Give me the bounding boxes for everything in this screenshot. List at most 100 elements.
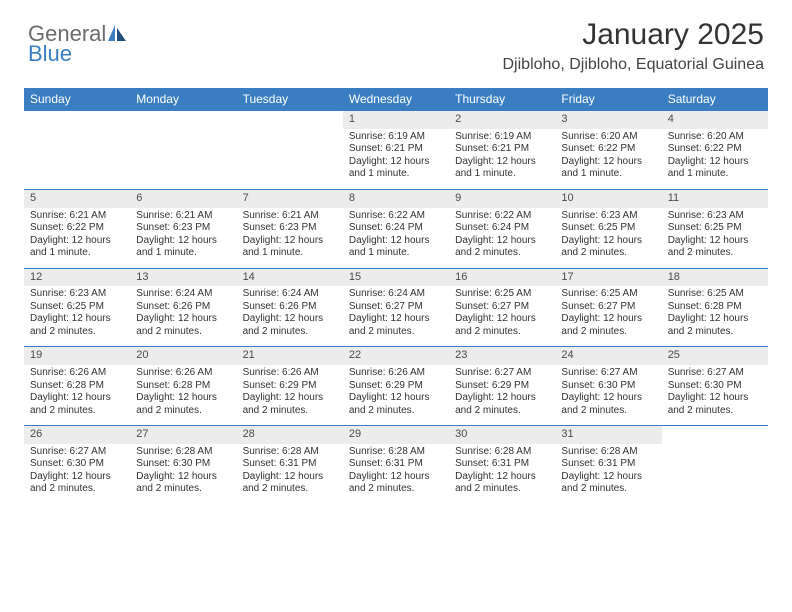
sunrise-text: Sunrise: 6:21 AM	[243, 210, 337, 223]
sunrise-text: Sunrise: 6:26 AM	[136, 367, 230, 380]
sunset-text: Sunset: 6:23 PM	[136, 222, 230, 235]
daylight-text: Daylight: 12 hours and 2 minutes.	[455, 235, 549, 260]
sunrise-text: Sunrise: 6:19 AM	[349, 131, 443, 144]
day-details-cell: Sunrise: 6:26 AMSunset: 6:29 PMDaylight:…	[237, 365, 343, 426]
day-details-cell: Sunrise: 6:28 AMSunset: 6:31 PMDaylight:…	[449, 444, 555, 504]
day-number-cell: 18	[662, 268, 768, 286]
day-number-row: 262728293031	[24, 426, 768, 444]
weekday-header: Monday	[130, 88, 236, 111]
daylight-text: Daylight: 12 hours and 2 minutes.	[561, 471, 655, 496]
day-details-row: Sunrise: 6:21 AMSunset: 6:22 PMDaylight:…	[24, 208, 768, 269]
day-number-cell: 5	[24, 189, 130, 207]
day-details-cell: Sunrise: 6:26 AMSunset: 6:29 PMDaylight:…	[343, 365, 449, 426]
day-details-row: Sunrise: 6:19 AMSunset: 6:21 PMDaylight:…	[24, 129, 768, 190]
sail-icon	[108, 25, 128, 41]
sunset-text: Sunset: 6:22 PM	[668, 143, 762, 156]
day-number-cell: 29	[343, 426, 449, 444]
sunrise-text: Sunrise: 6:27 AM	[668, 367, 762, 380]
sunset-text: Sunset: 6:29 PM	[243, 380, 337, 393]
day-number-cell: 10	[555, 189, 661, 207]
day-number-cell: 3	[555, 111, 661, 129]
day-details-cell: Sunrise: 6:19 AMSunset: 6:21 PMDaylight:…	[343, 129, 449, 190]
day-details-cell: Sunrise: 6:22 AMSunset: 6:24 PMDaylight:…	[449, 208, 555, 269]
day-number-row: 1234	[24, 111, 768, 129]
day-number-cell: 12	[24, 268, 130, 286]
day-details-cell: Sunrise: 6:21 AMSunset: 6:23 PMDaylight:…	[130, 208, 236, 269]
weekday-header-row: Sunday Monday Tuesday Wednesday Thursday…	[24, 88, 768, 111]
day-number-cell: 11	[662, 189, 768, 207]
day-number-cell: 21	[237, 347, 343, 365]
day-number-cell: 2	[449, 111, 555, 129]
day-details-cell: Sunrise: 6:24 AMSunset: 6:27 PMDaylight:…	[343, 286, 449, 347]
day-details-cell: Sunrise: 6:27 AMSunset: 6:29 PMDaylight:…	[449, 365, 555, 426]
sunset-text: Sunset: 6:25 PM	[30, 301, 124, 314]
daylight-text: Daylight: 12 hours and 1 minute.	[455, 156, 549, 181]
sunset-text: Sunset: 6:27 PM	[561, 301, 655, 314]
sunrise-text: Sunrise: 6:21 AM	[136, 210, 230, 223]
daylight-text: Daylight: 12 hours and 2 minutes.	[561, 313, 655, 338]
sunset-text: Sunset: 6:31 PM	[561, 458, 655, 471]
weekday-header: Wednesday	[343, 88, 449, 111]
daylight-text: Daylight: 12 hours and 2 minutes.	[668, 392, 762, 417]
day-details-cell: Sunrise: 6:26 AMSunset: 6:28 PMDaylight:…	[130, 365, 236, 426]
day-details-cell: Sunrise: 6:24 AMSunset: 6:26 PMDaylight:…	[130, 286, 236, 347]
daylight-text: Daylight: 12 hours and 2 minutes.	[349, 313, 443, 338]
day-details-cell: Sunrise: 6:20 AMSunset: 6:22 PMDaylight:…	[662, 129, 768, 190]
sunset-text: Sunset: 6:26 PM	[136, 301, 230, 314]
daylight-text: Daylight: 12 hours and 2 minutes.	[455, 313, 549, 338]
day-details-row: Sunrise: 6:26 AMSunset: 6:28 PMDaylight:…	[24, 365, 768, 426]
day-details-cell: Sunrise: 6:24 AMSunset: 6:26 PMDaylight:…	[237, 286, 343, 347]
sunrise-text: Sunrise: 6:24 AM	[136, 288, 230, 301]
sunrise-text: Sunrise: 6:28 AM	[243, 446, 337, 459]
day-details-cell: Sunrise: 6:23 AMSunset: 6:25 PMDaylight:…	[555, 208, 661, 269]
sunrise-text: Sunrise: 6:22 AM	[455, 210, 549, 223]
sunset-text: Sunset: 6:26 PM	[243, 301, 337, 314]
daylight-text: Daylight: 12 hours and 1 minute.	[136, 235, 230, 260]
daylight-text: Daylight: 12 hours and 1 minute.	[30, 235, 124, 260]
day-number-cell	[130, 111, 236, 129]
sunrise-text: Sunrise: 6:24 AM	[243, 288, 337, 301]
day-details-cell: Sunrise: 6:19 AMSunset: 6:21 PMDaylight:…	[449, 129, 555, 190]
sunrise-text: Sunrise: 6:25 AM	[455, 288, 549, 301]
sunset-text: Sunset: 6:31 PM	[349, 458, 443, 471]
day-details-cell: Sunrise: 6:25 AMSunset: 6:28 PMDaylight:…	[662, 286, 768, 347]
day-number-cell: 26	[24, 426, 130, 444]
day-details-cell	[662, 444, 768, 504]
day-details-cell: Sunrise: 6:27 AMSunset: 6:30 PMDaylight:…	[24, 444, 130, 504]
day-details-cell: Sunrise: 6:26 AMSunset: 6:28 PMDaylight:…	[24, 365, 130, 426]
day-number-cell: 19	[24, 347, 130, 365]
day-number-cell: 17	[555, 268, 661, 286]
day-details-cell: Sunrise: 6:28 AMSunset: 6:31 PMDaylight:…	[555, 444, 661, 504]
daylight-text: Daylight: 12 hours and 2 minutes.	[561, 392, 655, 417]
sunrise-text: Sunrise: 6:19 AM	[455, 131, 549, 144]
daylight-text: Daylight: 12 hours and 2 minutes.	[136, 471, 230, 496]
sunset-text: Sunset: 6:30 PM	[668, 380, 762, 393]
daylight-text: Daylight: 12 hours and 2 minutes.	[136, 313, 230, 338]
sunrise-text: Sunrise: 6:28 AM	[136, 446, 230, 459]
calendar-body: 1234Sunrise: 6:19 AMSunset: 6:21 PMDayli…	[24, 111, 768, 504]
day-number-row: 567891011	[24, 189, 768, 207]
day-number-cell: 22	[343, 347, 449, 365]
sunset-text: Sunset: 6:24 PM	[349, 222, 443, 235]
sunset-text: Sunset: 6:21 PM	[455, 143, 549, 156]
weekday-header: Friday	[555, 88, 661, 111]
daylight-text: Daylight: 12 hours and 1 minute.	[349, 156, 443, 181]
sunrise-text: Sunrise: 6:27 AM	[561, 367, 655, 380]
day-details-cell: Sunrise: 6:23 AMSunset: 6:25 PMDaylight:…	[24, 286, 130, 347]
sunrise-text: Sunrise: 6:28 AM	[455, 446, 549, 459]
daylight-text: Daylight: 12 hours and 2 minutes.	[30, 471, 124, 496]
day-number-cell: 4	[662, 111, 768, 129]
daylight-text: Daylight: 12 hours and 2 minutes.	[455, 392, 549, 417]
day-number-cell: 16	[449, 268, 555, 286]
sunset-text: Sunset: 6:22 PM	[30, 222, 124, 235]
sunrise-text: Sunrise: 6:23 AM	[30, 288, 124, 301]
sunset-text: Sunset: 6:21 PM	[349, 143, 443, 156]
day-details-cell: Sunrise: 6:27 AMSunset: 6:30 PMDaylight:…	[662, 365, 768, 426]
sunset-text: Sunset: 6:23 PM	[243, 222, 337, 235]
page-title: January 2025	[503, 18, 765, 52]
day-details-cell: Sunrise: 6:25 AMSunset: 6:27 PMDaylight:…	[555, 286, 661, 347]
day-number-row: 19202122232425	[24, 347, 768, 365]
daylight-text: Daylight: 12 hours and 2 minutes.	[243, 313, 337, 338]
sunrise-text: Sunrise: 6:25 AM	[668, 288, 762, 301]
daylight-text: Daylight: 12 hours and 2 minutes.	[349, 392, 443, 417]
